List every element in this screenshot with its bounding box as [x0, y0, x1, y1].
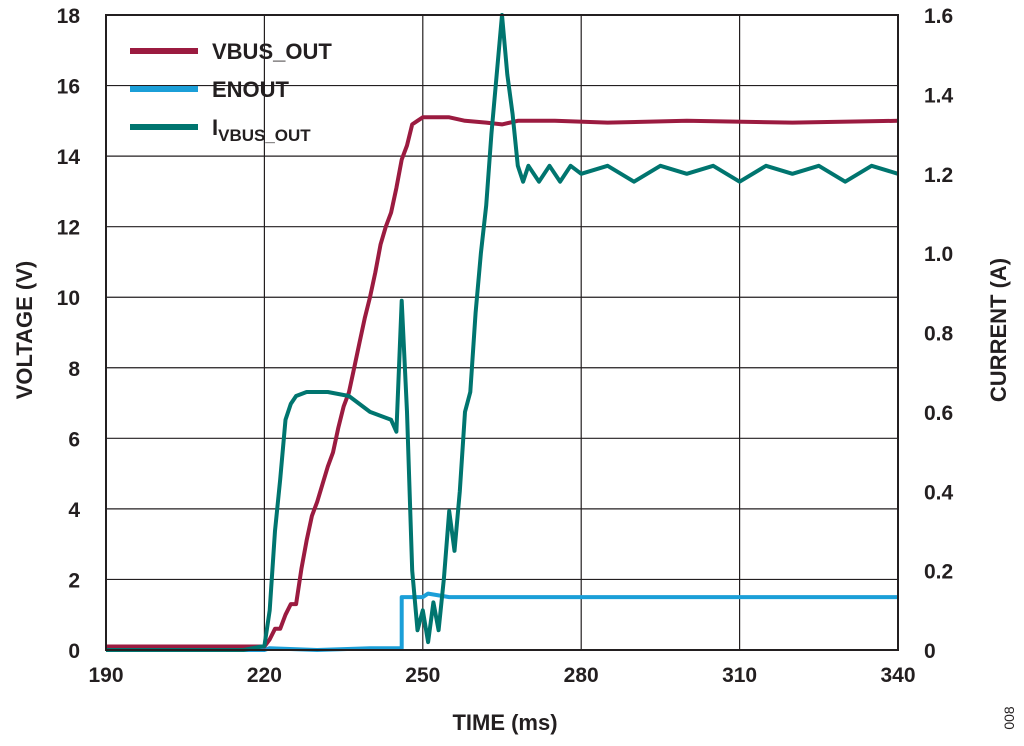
x-tick-label: 250 — [405, 664, 440, 687]
series-line-enout — [106, 591, 898, 652]
y-tick-label: 6 — [68, 428, 80, 451]
series-line-vbus-out — [106, 115, 899, 649]
y2-tick-label: 0.4 — [924, 481, 954, 504]
y2-tick-label: 1.4 — [924, 84, 954, 107]
y2-axis-title: CURRENT (A) — [986, 258, 1011, 402]
y2-tick-label: 0.8 — [924, 323, 954, 346]
x-axis-title: TIME (ms) — [452, 710, 557, 735]
x-tick-labels: 190 220 250 280 310 340 — [88, 664, 915, 687]
y-tick-labels: 0 2 4 6 8 10 12 14 16 18 — [57, 5, 81, 663]
y2-tick-label: 0.6 — [924, 402, 953, 425]
y2-tick-labels: 0 0.2 0.4 0.6 0.8 1.0 1.2 1.4 1.6 — [924, 5, 954, 663]
y-axis-title: VOLTAGE (V) — [12, 261, 37, 400]
x-tick-label: 340 — [880, 664, 915, 687]
x-tick-label: 190 — [88, 664, 123, 687]
y-tick-label: 2 — [68, 569, 80, 592]
legend-label-ivbus-main: I — [212, 115, 218, 140]
legend-label-ivbus-subscript: VBUS_OUT — [218, 126, 311, 145]
y2-tick-label: 1.2 — [924, 164, 953, 187]
legend: VBUS_OUT ENOUT IVBUS_OUT — [130, 39, 332, 145]
x-tick-label: 220 — [247, 664, 282, 687]
y2-tick-label: 0 — [924, 640, 936, 663]
series-line-ivbus-out — [106, 13, 899, 652]
x-tick-label: 280 — [564, 664, 599, 687]
y-tick-label: 8 — [68, 358, 80, 381]
y-tick-label: 10 — [57, 287, 80, 310]
legend-label-vbus-out: VBUS_OUT — [212, 39, 332, 64]
y-tick-label: 18 — [57, 5, 81, 28]
y-tick-label: 16 — [57, 76, 80, 99]
y-tick-label: 0 — [68, 640, 80, 663]
plot-frame — [105, 14, 899, 651]
y-tick-label: 4 — [68, 499, 80, 522]
y-tick-label: 14 — [57, 146, 81, 169]
y2-tick-label: 1.6 — [924, 5, 953, 28]
y-tick-label: 12 — [57, 217, 80, 240]
legend-label-enout: ENOUT — [212, 77, 290, 102]
y2-tick-label: 0.2 — [924, 561, 953, 584]
y2-tick-label: 1.0 — [924, 243, 953, 266]
series-lines — [106, 13, 899, 652]
figure-id: 008 — [1001, 706, 1017, 730]
legend-label-ivbus-out: IVBUS_OUT — [212, 115, 311, 145]
x-tick-label: 310 — [722, 664, 757, 687]
grid-lines — [105, 14, 899, 651]
